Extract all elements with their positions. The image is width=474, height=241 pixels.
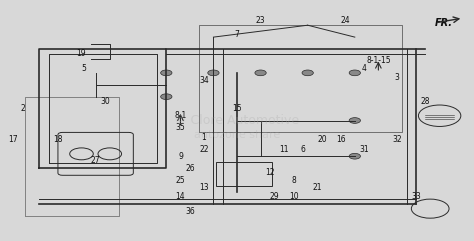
Circle shape	[255, 70, 266, 76]
Text: 20: 20	[317, 135, 327, 144]
Text: 3: 3	[395, 73, 400, 82]
Text: 8-1-15: 8-1-15	[366, 56, 391, 66]
Text: 31: 31	[359, 145, 369, 154]
Circle shape	[349, 153, 360, 159]
Text: 10: 10	[289, 192, 298, 201]
Text: 32: 32	[392, 135, 402, 144]
Text: 30: 30	[100, 97, 110, 106]
Text: 28: 28	[421, 97, 430, 106]
Text: 2: 2	[20, 104, 25, 113]
Text: 36: 36	[185, 207, 195, 215]
Text: 8-1: 8-1	[174, 111, 187, 120]
Text: 29: 29	[270, 192, 280, 201]
Circle shape	[302, 70, 313, 76]
Circle shape	[349, 70, 360, 76]
Circle shape	[349, 118, 360, 123]
Text: autozone share: autozone share	[194, 130, 280, 140]
Text: 4: 4	[362, 64, 367, 73]
Text: 33: 33	[411, 192, 421, 201]
Text: 11: 11	[279, 145, 289, 154]
Text: FR.: FR.	[435, 18, 453, 28]
Text: 34: 34	[199, 75, 209, 85]
Circle shape	[208, 70, 219, 76]
Text: 5: 5	[82, 64, 86, 73]
Text: 23: 23	[256, 16, 265, 25]
Text: 13: 13	[199, 183, 209, 192]
Text: 17: 17	[9, 135, 18, 144]
Text: 7: 7	[235, 30, 239, 39]
Circle shape	[161, 70, 172, 76]
Text: 22: 22	[199, 145, 209, 154]
Text: 25: 25	[176, 175, 185, 185]
Text: 18: 18	[53, 135, 63, 144]
Text: 1: 1	[201, 133, 206, 142]
Text: 6: 6	[301, 145, 305, 154]
Circle shape	[161, 94, 172, 100]
Text: 35: 35	[175, 123, 185, 132]
Text: 16: 16	[336, 135, 346, 144]
Text: 27: 27	[91, 156, 100, 166]
Text: 14: 14	[176, 192, 185, 201]
Text: 8: 8	[291, 175, 296, 185]
Text: 26: 26	[185, 164, 195, 173]
Text: 12: 12	[265, 168, 275, 177]
Text: 21: 21	[312, 183, 322, 192]
Text: 19: 19	[77, 49, 86, 58]
Text: © Clore Automotive: © Clore Automotive	[174, 114, 300, 127]
Text: 15: 15	[232, 104, 242, 113]
Text: 9: 9	[178, 152, 183, 161]
Text: 24: 24	[340, 16, 350, 25]
